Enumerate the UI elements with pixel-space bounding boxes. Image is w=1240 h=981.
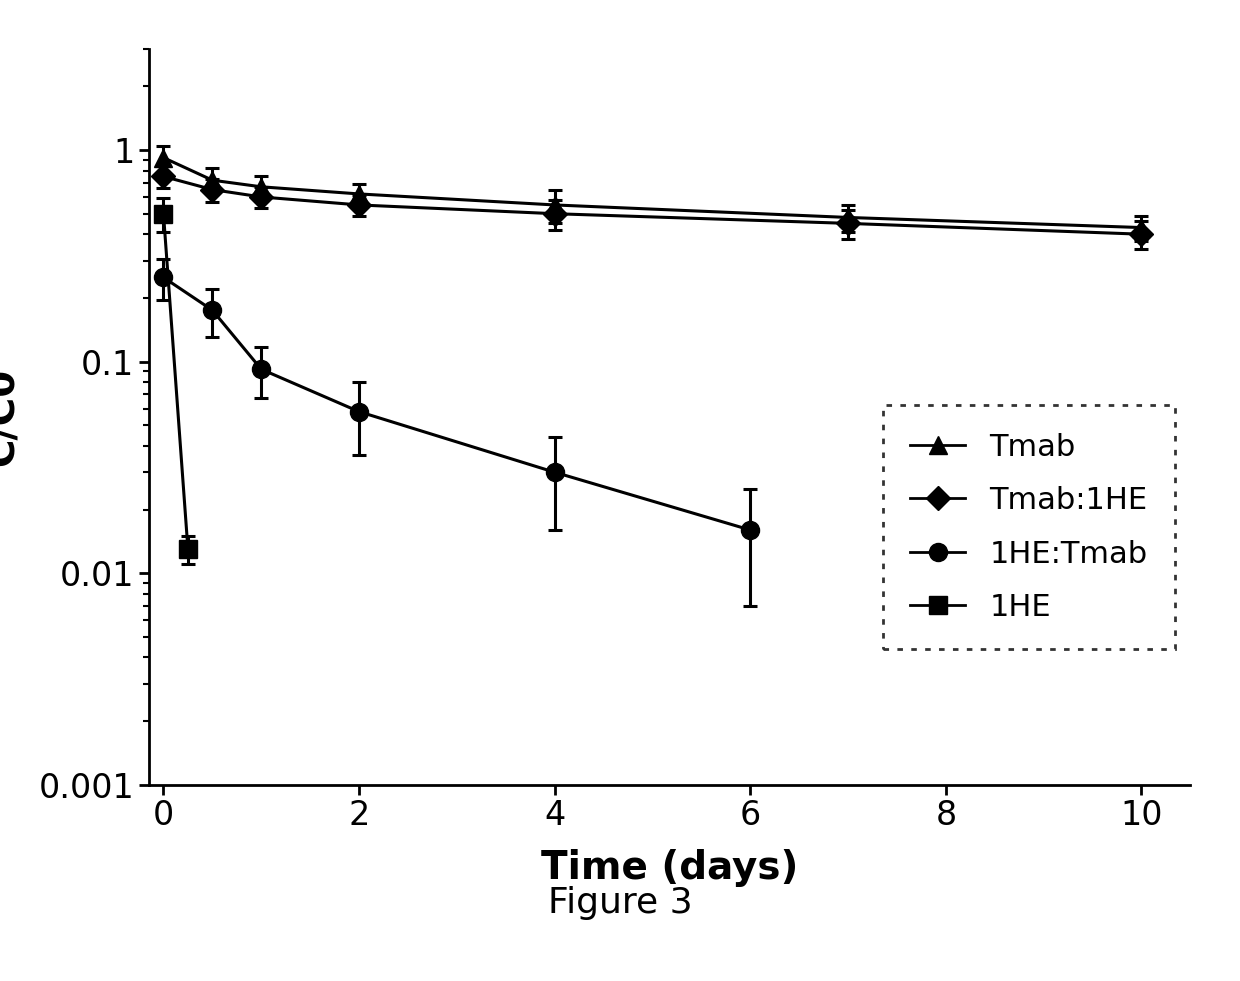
X-axis label: Time (days): Time (days) <box>541 849 799 887</box>
Text: Figure 3: Figure 3 <box>548 886 692 919</box>
Legend: Tmab, Tmab:1HE, 1HE:Tmab, 1HE: Tmab, Tmab:1HE, 1HE:Tmab, 1HE <box>883 405 1176 649</box>
Y-axis label: C/C0: C/C0 <box>0 368 22 466</box>
